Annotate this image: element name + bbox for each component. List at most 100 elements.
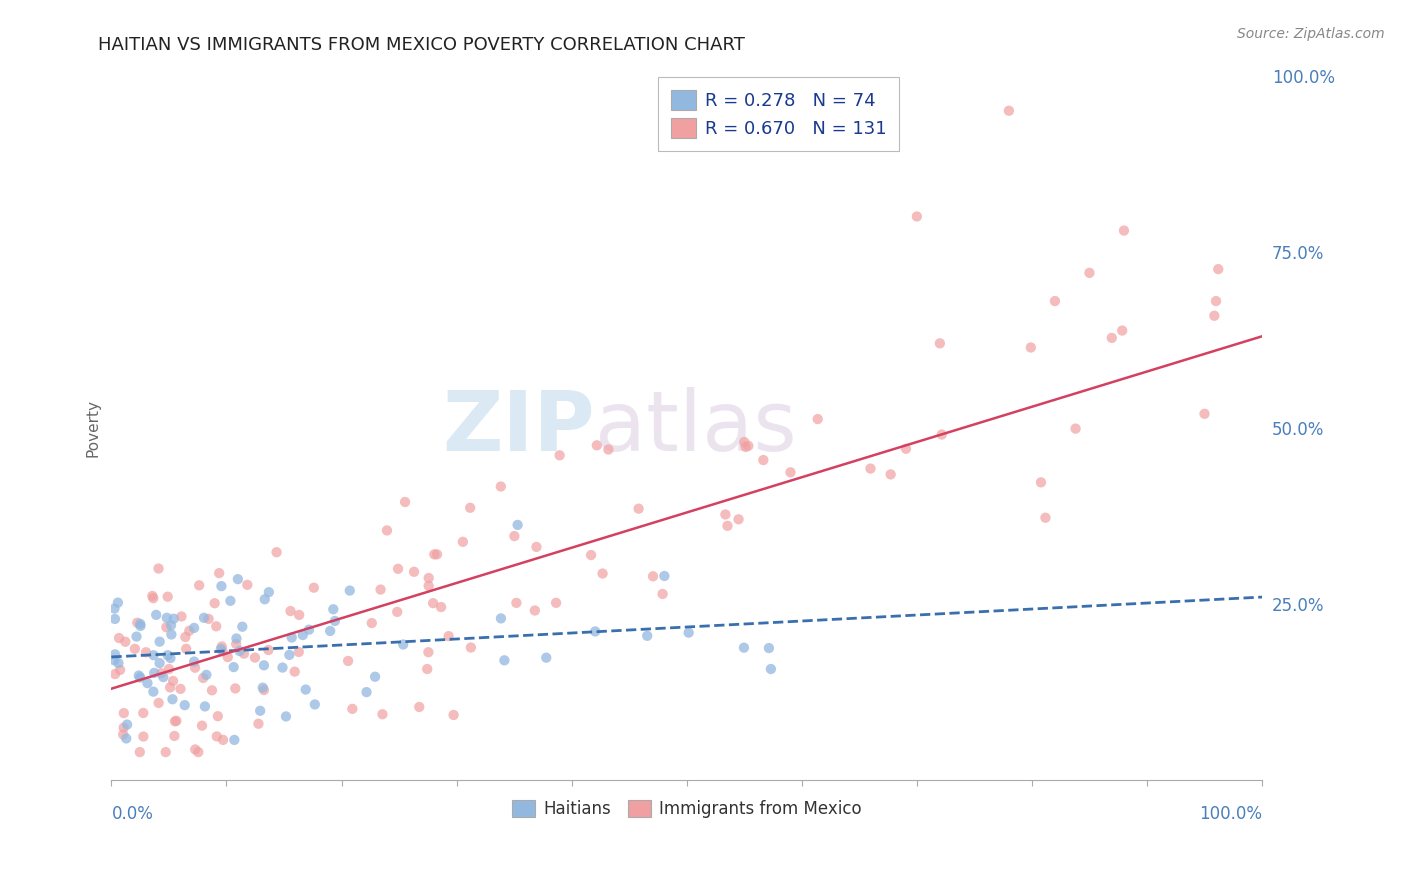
- Point: [298, 623, 321, 637]
- Point: [225, 632, 247, 646]
- Point: [191, 719, 214, 733]
- Point: [337, 654, 360, 668]
- Point: [173, 698, 195, 713]
- Point: [114, 634, 136, 648]
- Point: [224, 733, 246, 747]
- Point: [1194, 407, 1216, 421]
- Point: [160, 627, 183, 641]
- Point: [142, 648, 165, 663]
- Point: [112, 727, 135, 741]
- Point: [128, 668, 150, 682]
- Point: [548, 448, 571, 462]
- Point: [505, 596, 527, 610]
- Point: [257, 643, 280, 657]
- Point: [211, 644, 233, 658]
- Point: [759, 662, 782, 676]
- Point: [807, 412, 830, 426]
- Point: [998, 103, 1021, 118]
- Point: [291, 628, 314, 642]
- Point: [418, 571, 440, 585]
- Point: [112, 721, 135, 735]
- Point: [641, 569, 664, 583]
- Point: [115, 717, 138, 731]
- Point: [323, 614, 346, 628]
- Point: [129, 619, 152, 633]
- Point: [247, 716, 270, 731]
- Point: [225, 637, 247, 651]
- Point: [163, 612, 186, 626]
- Point: [257, 585, 280, 599]
- Point: [187, 745, 209, 759]
- Point: [371, 707, 394, 722]
- Point: [418, 579, 440, 593]
- Point: [1112, 223, 1135, 237]
- Point: [107, 596, 129, 610]
- Point: [127, 615, 149, 630]
- Point: [426, 547, 449, 561]
- Point: [585, 438, 607, 452]
- Point: [278, 648, 301, 662]
- Text: atlas: atlas: [595, 387, 796, 468]
- Point: [636, 629, 658, 643]
- Point: [174, 641, 197, 656]
- Point: [222, 660, 245, 674]
- Point: [304, 698, 326, 712]
- Point: [208, 566, 231, 580]
- Point: [142, 591, 165, 606]
- Point: [360, 616, 382, 631]
- Point: [129, 671, 152, 685]
- Point: [142, 684, 165, 698]
- Text: HAITIAN VS IMMIGRANTS FROM MEXICO POVERTY CORRELATION CHART: HAITIAN VS IMMIGRANTS FROM MEXICO POVERT…: [98, 36, 745, 54]
- Point: [526, 540, 548, 554]
- Point: [224, 681, 246, 696]
- Point: [112, 706, 135, 720]
- Point: [243, 650, 266, 665]
- Text: 100.0%: 100.0%: [1199, 805, 1263, 823]
- Point: [370, 582, 392, 597]
- Point: [503, 529, 526, 543]
- Point: [143, 665, 166, 680]
- Point: [197, 612, 219, 626]
- Point: [266, 545, 288, 559]
- Point: [1205, 293, 1227, 308]
- Point: [418, 645, 440, 659]
- Point: [356, 685, 378, 699]
- Point: [1043, 293, 1066, 308]
- Point: [174, 630, 197, 644]
- Point: [271, 660, 294, 674]
- Point: [1204, 309, 1226, 323]
- Point: [654, 569, 676, 583]
- Point: [233, 647, 256, 661]
- Point: [253, 592, 276, 607]
- Point: [183, 621, 205, 635]
- Point: [437, 629, 460, 643]
- Point: [148, 561, 170, 575]
- Point: [592, 566, 614, 581]
- Point: [169, 681, 191, 696]
- Point: [165, 714, 187, 728]
- Point: [163, 729, 186, 743]
- Point: [204, 596, 226, 610]
- Point: [156, 590, 179, 604]
- Point: [322, 602, 344, 616]
- Point: [280, 604, 302, 618]
- Point: [894, 442, 917, 456]
- Point: [758, 641, 780, 656]
- Point: [422, 596, 444, 610]
- Point: [394, 495, 416, 509]
- Point: [205, 619, 228, 633]
- Point: [733, 435, 755, 450]
- Point: [135, 645, 157, 659]
- Point: [408, 700, 430, 714]
- Point: [734, 440, 756, 454]
- Point: [183, 655, 205, 669]
- Point: [103, 601, 125, 615]
- Point: [1035, 510, 1057, 524]
- Point: [193, 671, 215, 685]
- Point: [211, 640, 233, 654]
- Point: [152, 670, 174, 684]
- Point: [506, 517, 529, 532]
- Point: [627, 501, 650, 516]
- Point: [132, 706, 155, 720]
- Y-axis label: Poverty: Poverty: [86, 399, 100, 457]
